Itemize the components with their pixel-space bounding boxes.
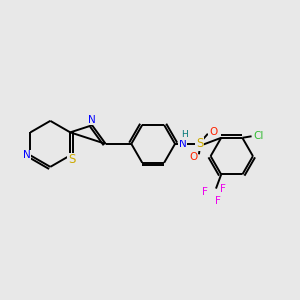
Text: F: F (202, 187, 208, 197)
Text: H: H (181, 130, 188, 139)
Text: S: S (196, 137, 203, 150)
Text: O: O (209, 127, 217, 137)
Text: Cl: Cl (253, 131, 263, 141)
Text: S: S (68, 154, 76, 166)
Text: N: N (23, 150, 31, 161)
Text: N: N (88, 115, 96, 125)
Text: F: F (220, 184, 226, 194)
Text: N: N (179, 139, 187, 149)
Text: O: O (190, 152, 198, 162)
Text: F: F (214, 196, 220, 206)
